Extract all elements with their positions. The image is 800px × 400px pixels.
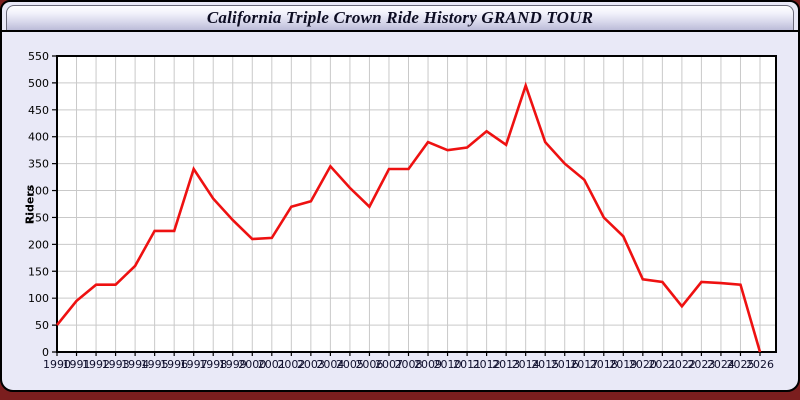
- svg-text:2005: 2005: [336, 358, 364, 371]
- svg-text:2013: 2013: [492, 358, 520, 371]
- svg-text:2009: 2009: [414, 358, 442, 371]
- svg-text:2020: 2020: [629, 358, 657, 371]
- svg-text:2026: 2026: [746, 358, 774, 371]
- y-tick-labels: 0 50 100 150 200 250 300 350 400 450 500 550: [28, 50, 49, 359]
- svg-text:2000: 2000: [238, 358, 266, 371]
- svg-text:2012: 2012: [473, 358, 501, 371]
- svg-text:500: 500: [28, 77, 49, 90]
- svg-text:250: 250: [28, 211, 49, 224]
- svg-text:2006: 2006: [355, 358, 383, 371]
- svg-text:1995: 1995: [141, 358, 169, 371]
- svg-text:50: 50: [35, 319, 49, 332]
- svg-text:2019: 2019: [609, 358, 637, 371]
- plot-background: [57, 56, 776, 352]
- svg-text:2018: 2018: [590, 358, 618, 371]
- svg-text:2024: 2024: [707, 358, 735, 371]
- svg-text:1994: 1994: [121, 358, 149, 371]
- chart-title: California Triple Crown Ride History GRA…: [206, 8, 594, 27]
- svg-text:2022: 2022: [668, 358, 696, 371]
- svg-text:2001: 2001: [258, 358, 286, 371]
- svg-text:400: 400: [28, 131, 49, 144]
- svg-text:300: 300: [28, 185, 49, 198]
- svg-text:350: 350: [28, 158, 49, 171]
- svg-text:2025: 2025: [726, 358, 754, 371]
- title-bar-row: California Triple Crown Ride History GRA…: [2, 2, 798, 32]
- gridlines: [57, 56, 776, 352]
- svg-text:2023: 2023: [687, 358, 715, 371]
- svg-text:2010: 2010: [434, 358, 462, 371]
- svg-text:2017: 2017: [570, 358, 598, 371]
- svg-text:200: 200: [28, 238, 49, 251]
- svg-text:1998: 1998: [199, 358, 227, 371]
- svg-text:450: 450: [28, 104, 49, 117]
- svg-text:1992: 1992: [82, 358, 110, 371]
- svg-text:1999: 1999: [219, 358, 247, 371]
- x-tick-labels: 1990199119921993199419951996199719981999…: [43, 358, 774, 371]
- svg-text:2015: 2015: [531, 358, 559, 371]
- svg-text:150: 150: [28, 265, 49, 278]
- riders-series-line: [55, 81, 762, 353]
- line-chart-svg: 0501001502002503003504004505005501990199…: [28, 50, 777, 371]
- svg-text:0: 0: [42, 346, 49, 359]
- svg-text:2016: 2016: [551, 358, 579, 371]
- svg-text:2011: 2011: [453, 358, 481, 371]
- title-bar: California Triple Crown Ride History GRA…: [6, 5, 794, 30]
- plot-border: [56, 55, 777, 353]
- svg-text:2003: 2003: [297, 358, 325, 371]
- svg-text:2004: 2004: [316, 358, 344, 371]
- svg-text:2014: 2014: [512, 358, 540, 371]
- svg-text:2021: 2021: [648, 358, 676, 371]
- chart-area: 0 50 100 150 200 250 300 350 400 450 500 550 1990 199…: [2, 32, 798, 389]
- svg-text:1990: 1990: [43, 358, 71, 371]
- svg-text:2002: 2002: [277, 358, 305, 371]
- svg-text:1996: 1996: [160, 358, 188, 371]
- svg-text:1997: 1997: [180, 358, 208, 371]
- svg-text:1993: 1993: [102, 358, 130, 371]
- svg-text:1991: 1991: [63, 358, 91, 371]
- svg-text:550: 550: [28, 50, 49, 63]
- svg-text:2008: 2008: [395, 358, 423, 371]
- svg-text:2007: 2007: [375, 358, 403, 371]
- svg-text:100: 100: [28, 292, 49, 305]
